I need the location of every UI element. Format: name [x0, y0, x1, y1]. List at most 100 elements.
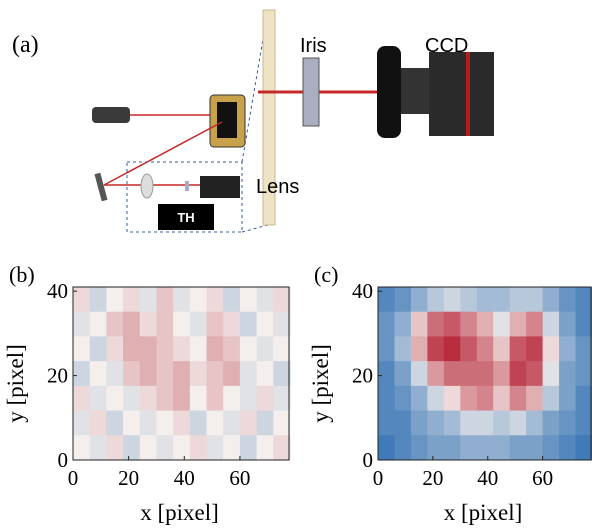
heatmap-cell [444, 287, 461, 312]
heatmap-cell [427, 386, 444, 411]
heatmap-cell [460, 411, 477, 436]
heatmap-cell [493, 312, 510, 337]
heatmap-cell [411, 411, 428, 436]
heatmap-cell [394, 287, 411, 312]
heatmap-cell [477, 411, 494, 436]
heatmap-cell [559, 435, 576, 460]
heatmap-cell [123, 361, 140, 386]
heatmap-cell [106, 386, 123, 411]
heatmap-cell [510, 336, 527, 361]
heatmap-cell [411, 361, 428, 386]
heatmap-cell [223, 411, 240, 436]
heatmap-cell [477, 361, 494, 386]
heatmap-cell [73, 361, 90, 386]
x-tick-label: 40 [174, 466, 195, 490]
heatmap-cell [156, 435, 173, 460]
heatmap-cell [526, 336, 543, 361]
heatmap-cell [526, 287, 543, 312]
heatmap-cell [106, 411, 123, 436]
x-tick-label: 20 [118, 466, 139, 490]
heatmap-cell [493, 287, 510, 312]
heatmap-cell [156, 312, 173, 337]
heatmap-cell [156, 361, 173, 386]
heatmap-cell [510, 435, 527, 460]
heatmap-cell [559, 287, 576, 312]
heatmap-cell [576, 312, 592, 337]
x-tick-label: 0 [68, 466, 79, 490]
heatmap-cell [207, 386, 224, 411]
heatmap-cell [543, 312, 560, 337]
zoom-line [242, 225, 268, 232]
heatmap-cell [411, 386, 428, 411]
x-axis-label: x [pixel] [444, 500, 523, 525]
heatmap-cell [257, 312, 274, 337]
heatmap-cell [207, 435, 224, 460]
heatmap-cell [526, 312, 543, 337]
heatmap-cell [190, 386, 207, 411]
heatmap-cell [90, 361, 107, 386]
heatmap-cell [394, 361, 411, 386]
heatmap-cell [257, 411, 274, 436]
heatmap-cell [411, 287, 428, 312]
heatmap-cell [73, 386, 90, 411]
heatmap-cell [106, 336, 123, 361]
heatmap-cell [240, 411, 257, 436]
heatmap-cell [444, 361, 461, 386]
heatmap-cell [257, 386, 274, 411]
heatmap-cell [257, 336, 274, 361]
heatmap-cell [73, 411, 90, 436]
heatmap-cell [90, 411, 107, 436]
heatmap-cell [510, 287, 527, 312]
heatmap-cell [190, 287, 207, 312]
ccd-mount [401, 68, 429, 114]
heatmap-cell [106, 287, 123, 312]
heatmap-cell [123, 411, 140, 436]
heatmap-cell [543, 361, 560, 386]
iris-label: Iris [300, 35, 327, 57]
camera-small [200, 176, 240, 198]
heatmap-cell [526, 361, 543, 386]
x-tick-label: 40 [477, 466, 498, 490]
heatmap-cell [257, 435, 274, 460]
heatmap-cell [223, 287, 240, 312]
lens-label: Lens [256, 176, 299, 198]
y-axis-label: y [pixel] [3, 344, 28, 423]
heatmap-cell [73, 435, 90, 460]
heatmap-cell [123, 312, 140, 337]
heatmap-cell [378, 435, 395, 460]
heatmap-cell [223, 312, 240, 337]
heatmap-cell [378, 386, 395, 411]
heatmap-cell [156, 336, 173, 361]
mirror [94, 173, 107, 202]
heatmap-cell [378, 361, 395, 386]
y-axis-label: y [pixel] [308, 344, 333, 423]
heatmap-cell [394, 312, 411, 337]
heatmap-cell [240, 336, 257, 361]
heatmap-cell [559, 386, 576, 411]
heatmap-cell [90, 435, 107, 460]
heatmap-cell [207, 312, 224, 337]
heatmap-cell [378, 411, 395, 436]
heatmap-cell [576, 435, 592, 460]
heatmap-cell [559, 312, 576, 337]
heatmap-cell [576, 336, 592, 361]
heatmap-cell [543, 386, 560, 411]
slm-screen [217, 102, 237, 138]
heatmap-cell [411, 336, 428, 361]
heatmap-cell [394, 386, 411, 411]
heatmap-cell [526, 411, 543, 436]
heatmap-cell [477, 312, 494, 337]
heatmap-cell [223, 336, 240, 361]
panel-label: (a) [12, 32, 39, 58]
x-tick-label: 60 [532, 466, 553, 490]
heatmap-cell [427, 287, 444, 312]
heatmap-cell [273, 435, 290, 460]
heatmap-cell [90, 287, 107, 312]
heatmap-cell [273, 411, 290, 436]
heatmap-cell [173, 312, 190, 337]
heatmap-cell [510, 386, 527, 411]
x-axis-label: x [pixel] [140, 500, 219, 525]
heatmap-cell [543, 435, 560, 460]
y-tick-label: 20 [47, 364, 68, 388]
iris-small [185, 181, 189, 191]
